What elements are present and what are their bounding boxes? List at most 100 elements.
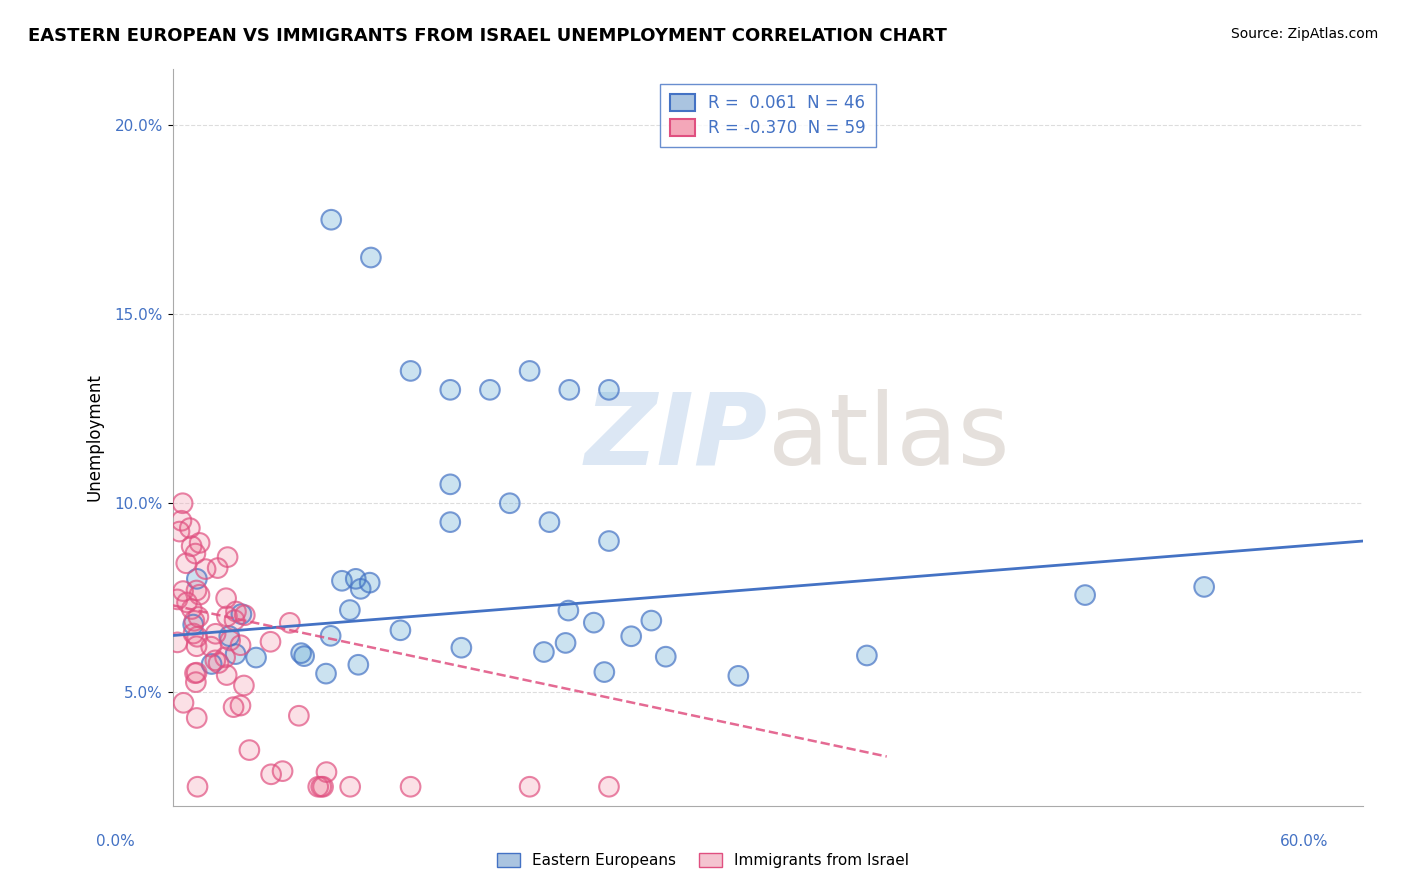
Point	[194, 562, 217, 576]
Point	[292, 649, 315, 664]
Point	[450, 640, 472, 655]
Point	[312, 780, 335, 794]
Point	[188, 588, 211, 602]
Point	[359, 575, 381, 590]
Point	[856, 648, 879, 663]
Point	[307, 780, 329, 794]
Point	[218, 629, 240, 643]
Point	[344, 572, 367, 586]
Point	[330, 574, 353, 588]
Point	[312, 780, 335, 794]
Point	[292, 649, 315, 664]
Point	[188, 536, 211, 550]
Point	[184, 675, 207, 690]
Point	[260, 767, 283, 781]
Point	[582, 615, 605, 630]
Point	[1192, 580, 1215, 594]
Y-axis label: Unemployment: Unemployment	[86, 373, 103, 501]
Point	[173, 696, 195, 710]
Point	[598, 383, 620, 397]
Point	[439, 383, 461, 397]
Point	[187, 610, 209, 624]
Point	[176, 595, 198, 609]
Point	[180, 539, 202, 553]
Point	[181, 617, 204, 632]
Point	[519, 780, 541, 794]
Point	[238, 743, 260, 757]
Point	[245, 650, 267, 665]
Point	[339, 603, 361, 617]
Point	[315, 765, 337, 780]
Point	[1074, 588, 1097, 602]
Point	[478, 383, 501, 397]
Point	[186, 639, 208, 653]
Point	[399, 364, 422, 378]
Point	[215, 668, 238, 682]
Point	[245, 650, 267, 665]
Point	[169, 524, 191, 539]
Point	[180, 602, 202, 616]
Point	[166, 592, 188, 607]
Point	[229, 698, 252, 713]
Point	[620, 629, 643, 643]
Point	[186, 711, 208, 725]
Point	[309, 780, 332, 794]
Point	[166, 592, 188, 607]
Point	[271, 764, 294, 779]
Point	[360, 251, 382, 265]
Point	[186, 572, 208, 586]
Point	[207, 561, 229, 575]
Point	[218, 629, 240, 643]
Point	[200, 640, 222, 654]
Point	[593, 665, 616, 679]
Point	[186, 711, 208, 725]
Point	[219, 633, 242, 648]
Point	[232, 678, 254, 692]
Point	[232, 678, 254, 692]
Text: Source: ZipAtlas.com: Source: ZipAtlas.com	[1230, 27, 1378, 41]
Point	[339, 780, 361, 794]
Point	[170, 514, 193, 528]
Point	[184, 666, 207, 681]
Point	[184, 547, 207, 561]
Point	[319, 629, 342, 643]
Point	[315, 666, 337, 681]
Point	[350, 582, 373, 596]
Point	[187, 610, 209, 624]
Point	[856, 648, 879, 663]
Point	[290, 646, 312, 660]
Point	[215, 668, 238, 682]
Point	[309, 780, 332, 794]
Point	[359, 575, 381, 590]
Point	[207, 561, 229, 575]
Point	[172, 584, 194, 599]
Point	[173, 696, 195, 710]
Point	[186, 630, 208, 644]
Point	[347, 657, 370, 672]
Point	[640, 614, 662, 628]
Point	[1192, 580, 1215, 594]
Point	[278, 615, 301, 630]
Point	[350, 582, 373, 596]
Point	[288, 708, 311, 723]
Point	[655, 649, 678, 664]
Point	[188, 536, 211, 550]
Point	[224, 613, 246, 627]
Point	[640, 614, 662, 628]
Point	[655, 649, 678, 664]
Point	[186, 572, 208, 586]
Point	[278, 615, 301, 630]
Point	[179, 521, 201, 535]
Point	[183, 614, 205, 628]
Point	[186, 780, 208, 794]
Point	[557, 603, 579, 617]
Point	[184, 666, 207, 681]
Point	[238, 743, 260, 757]
Point	[217, 550, 239, 565]
Point	[204, 653, 226, 667]
Point	[330, 574, 353, 588]
Point	[271, 764, 294, 779]
Point	[186, 639, 208, 653]
Point	[174, 556, 197, 570]
Point	[439, 383, 461, 397]
